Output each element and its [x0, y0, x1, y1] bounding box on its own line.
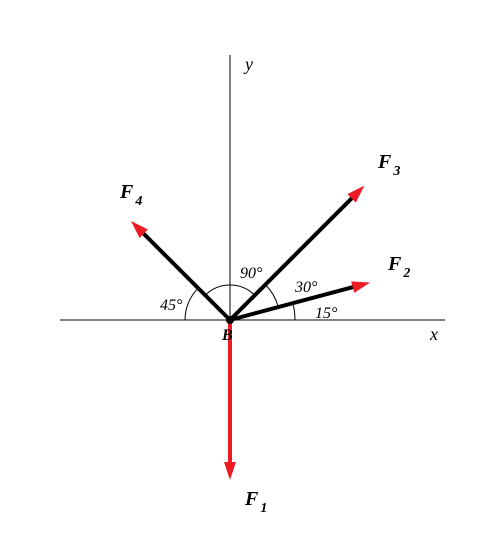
angle-label: 15° [315, 305, 338, 322]
origin-label: B [221, 327, 233, 344]
y-axis-label: y [243, 54, 253, 74]
origin-point [226, 316, 234, 324]
angle-label: 30° [294, 279, 318, 296]
angle-label: 45° [160, 297, 183, 314]
x-axis-label: x [429, 324, 438, 344]
force-diagram: 15°30°90°45°F1F2F3F4Bxy [0, 0, 500, 560]
angle-label: 90° [240, 265, 263, 282]
